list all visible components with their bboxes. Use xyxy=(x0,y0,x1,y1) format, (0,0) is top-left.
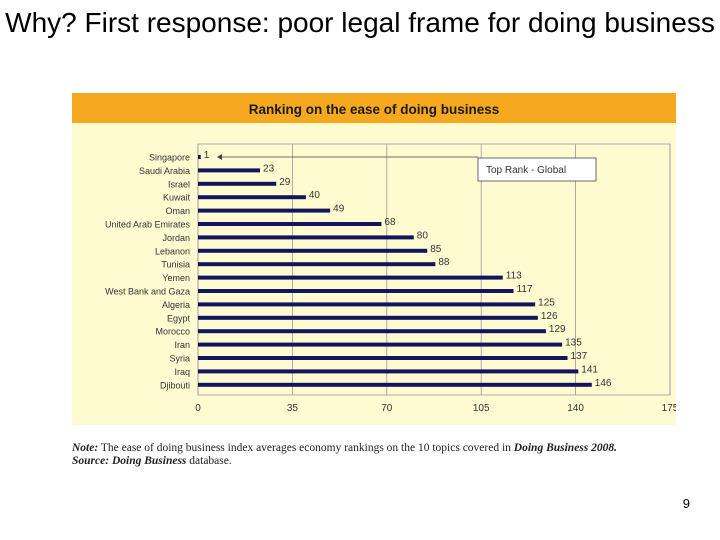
bar-11 xyxy=(198,302,536,307)
slide-title: Why? First response: poor legal frame fo… xyxy=(5,7,715,38)
category-label: Iran xyxy=(174,340,190,350)
source-line: Source: Doing Business database. xyxy=(72,455,652,468)
x-tick-label: 105 xyxy=(473,403,490,414)
source-publication: Doing Business xyxy=(111,455,187,467)
category-label: Israel xyxy=(168,179,190,189)
note-publication: Doing Business 2008. xyxy=(513,442,618,454)
category-label: Kuwait xyxy=(163,193,191,203)
bar-3 xyxy=(198,195,306,200)
x-tick-label: 0 xyxy=(195,403,201,414)
value-label: 141 xyxy=(581,364,598,375)
x-tick-label: 70 xyxy=(381,403,393,414)
category-label: Yemen xyxy=(162,273,190,283)
value-label: 80 xyxy=(417,230,429,241)
category-label: Djibouti xyxy=(160,380,190,390)
value-label: 126 xyxy=(541,311,558,322)
category-label: Algeria xyxy=(162,300,190,310)
value-label: 129 xyxy=(549,324,566,335)
bar-12 xyxy=(198,315,538,320)
bar-8 xyxy=(198,262,436,267)
annotation-arrow-icon xyxy=(217,154,222,160)
x-tick-label: 35 xyxy=(287,403,299,414)
value-label: 117 xyxy=(517,284,533,295)
chart-note: Note: The ease of doing business index a… xyxy=(72,442,652,468)
category-label: Morocco xyxy=(155,327,190,337)
bar-5 xyxy=(198,222,382,226)
chart-header-band xyxy=(72,93,676,123)
category-label: Lebanon xyxy=(155,246,190,256)
note-label: Note: xyxy=(72,442,99,454)
category-label: Oman xyxy=(165,206,190,216)
value-label: 113 xyxy=(506,271,522,282)
note-line: Note: The ease of doing business index a… xyxy=(72,442,652,455)
category-label: Iraq xyxy=(174,367,190,377)
category-label: West Bank and Gaza xyxy=(105,287,190,297)
bar-4 xyxy=(198,208,331,213)
bar-chart: Ranking on the ease of doing business 0 35… xyxy=(72,93,676,425)
value-label: 40 xyxy=(309,190,321,201)
bar-6 xyxy=(198,235,414,240)
category-label: Singapore xyxy=(149,153,190,163)
value-label: 1 xyxy=(204,150,210,161)
category-label: Syria xyxy=(169,354,190,364)
chart-panel: Ranking on the ease of doing business 0 35… xyxy=(72,93,676,425)
bar-0 xyxy=(198,155,201,159)
x-tick-label: 175 xyxy=(662,403,676,414)
x-tick-label: 140 xyxy=(567,403,584,414)
bar-7 xyxy=(198,248,428,253)
category-label: United Arab Emirates xyxy=(105,220,191,230)
bar-1 xyxy=(198,168,261,173)
value-label: 23 xyxy=(263,163,275,174)
bar-16 xyxy=(198,369,579,374)
category-label: Tunisia xyxy=(161,260,190,270)
bar-15 xyxy=(198,356,568,360)
bar-14 xyxy=(198,342,563,347)
category-label: Jordan xyxy=(162,233,190,243)
value-label: 85 xyxy=(430,244,442,255)
value-label: 137 xyxy=(571,351,588,362)
annotation-text: Top Rank - Global xyxy=(486,165,566,176)
annotation-box xyxy=(477,157,597,182)
value-label: 135 xyxy=(565,338,582,349)
page-number: 9 xyxy=(682,496,690,511)
value-label: 88 xyxy=(438,257,450,268)
value-label: 146 xyxy=(595,378,612,389)
value-label: 29 xyxy=(279,177,291,188)
value-label: 125 xyxy=(538,297,555,308)
bar-13 xyxy=(198,329,546,334)
bar-9 xyxy=(198,275,503,280)
note-text: The ease of doing business index average… xyxy=(100,442,511,454)
source-text: database. xyxy=(189,455,232,467)
value-label: 68 xyxy=(384,217,396,228)
bar-2 xyxy=(198,181,277,186)
bar-10 xyxy=(198,289,514,293)
category-label: Egypt xyxy=(167,313,191,323)
chart-title: Ranking on the ease of doing business xyxy=(249,102,500,117)
source-label: Source: xyxy=(72,455,110,467)
bar-17 xyxy=(198,382,592,387)
value-label: 49 xyxy=(333,204,345,215)
category-label: Saudi Arabia xyxy=(139,166,190,176)
